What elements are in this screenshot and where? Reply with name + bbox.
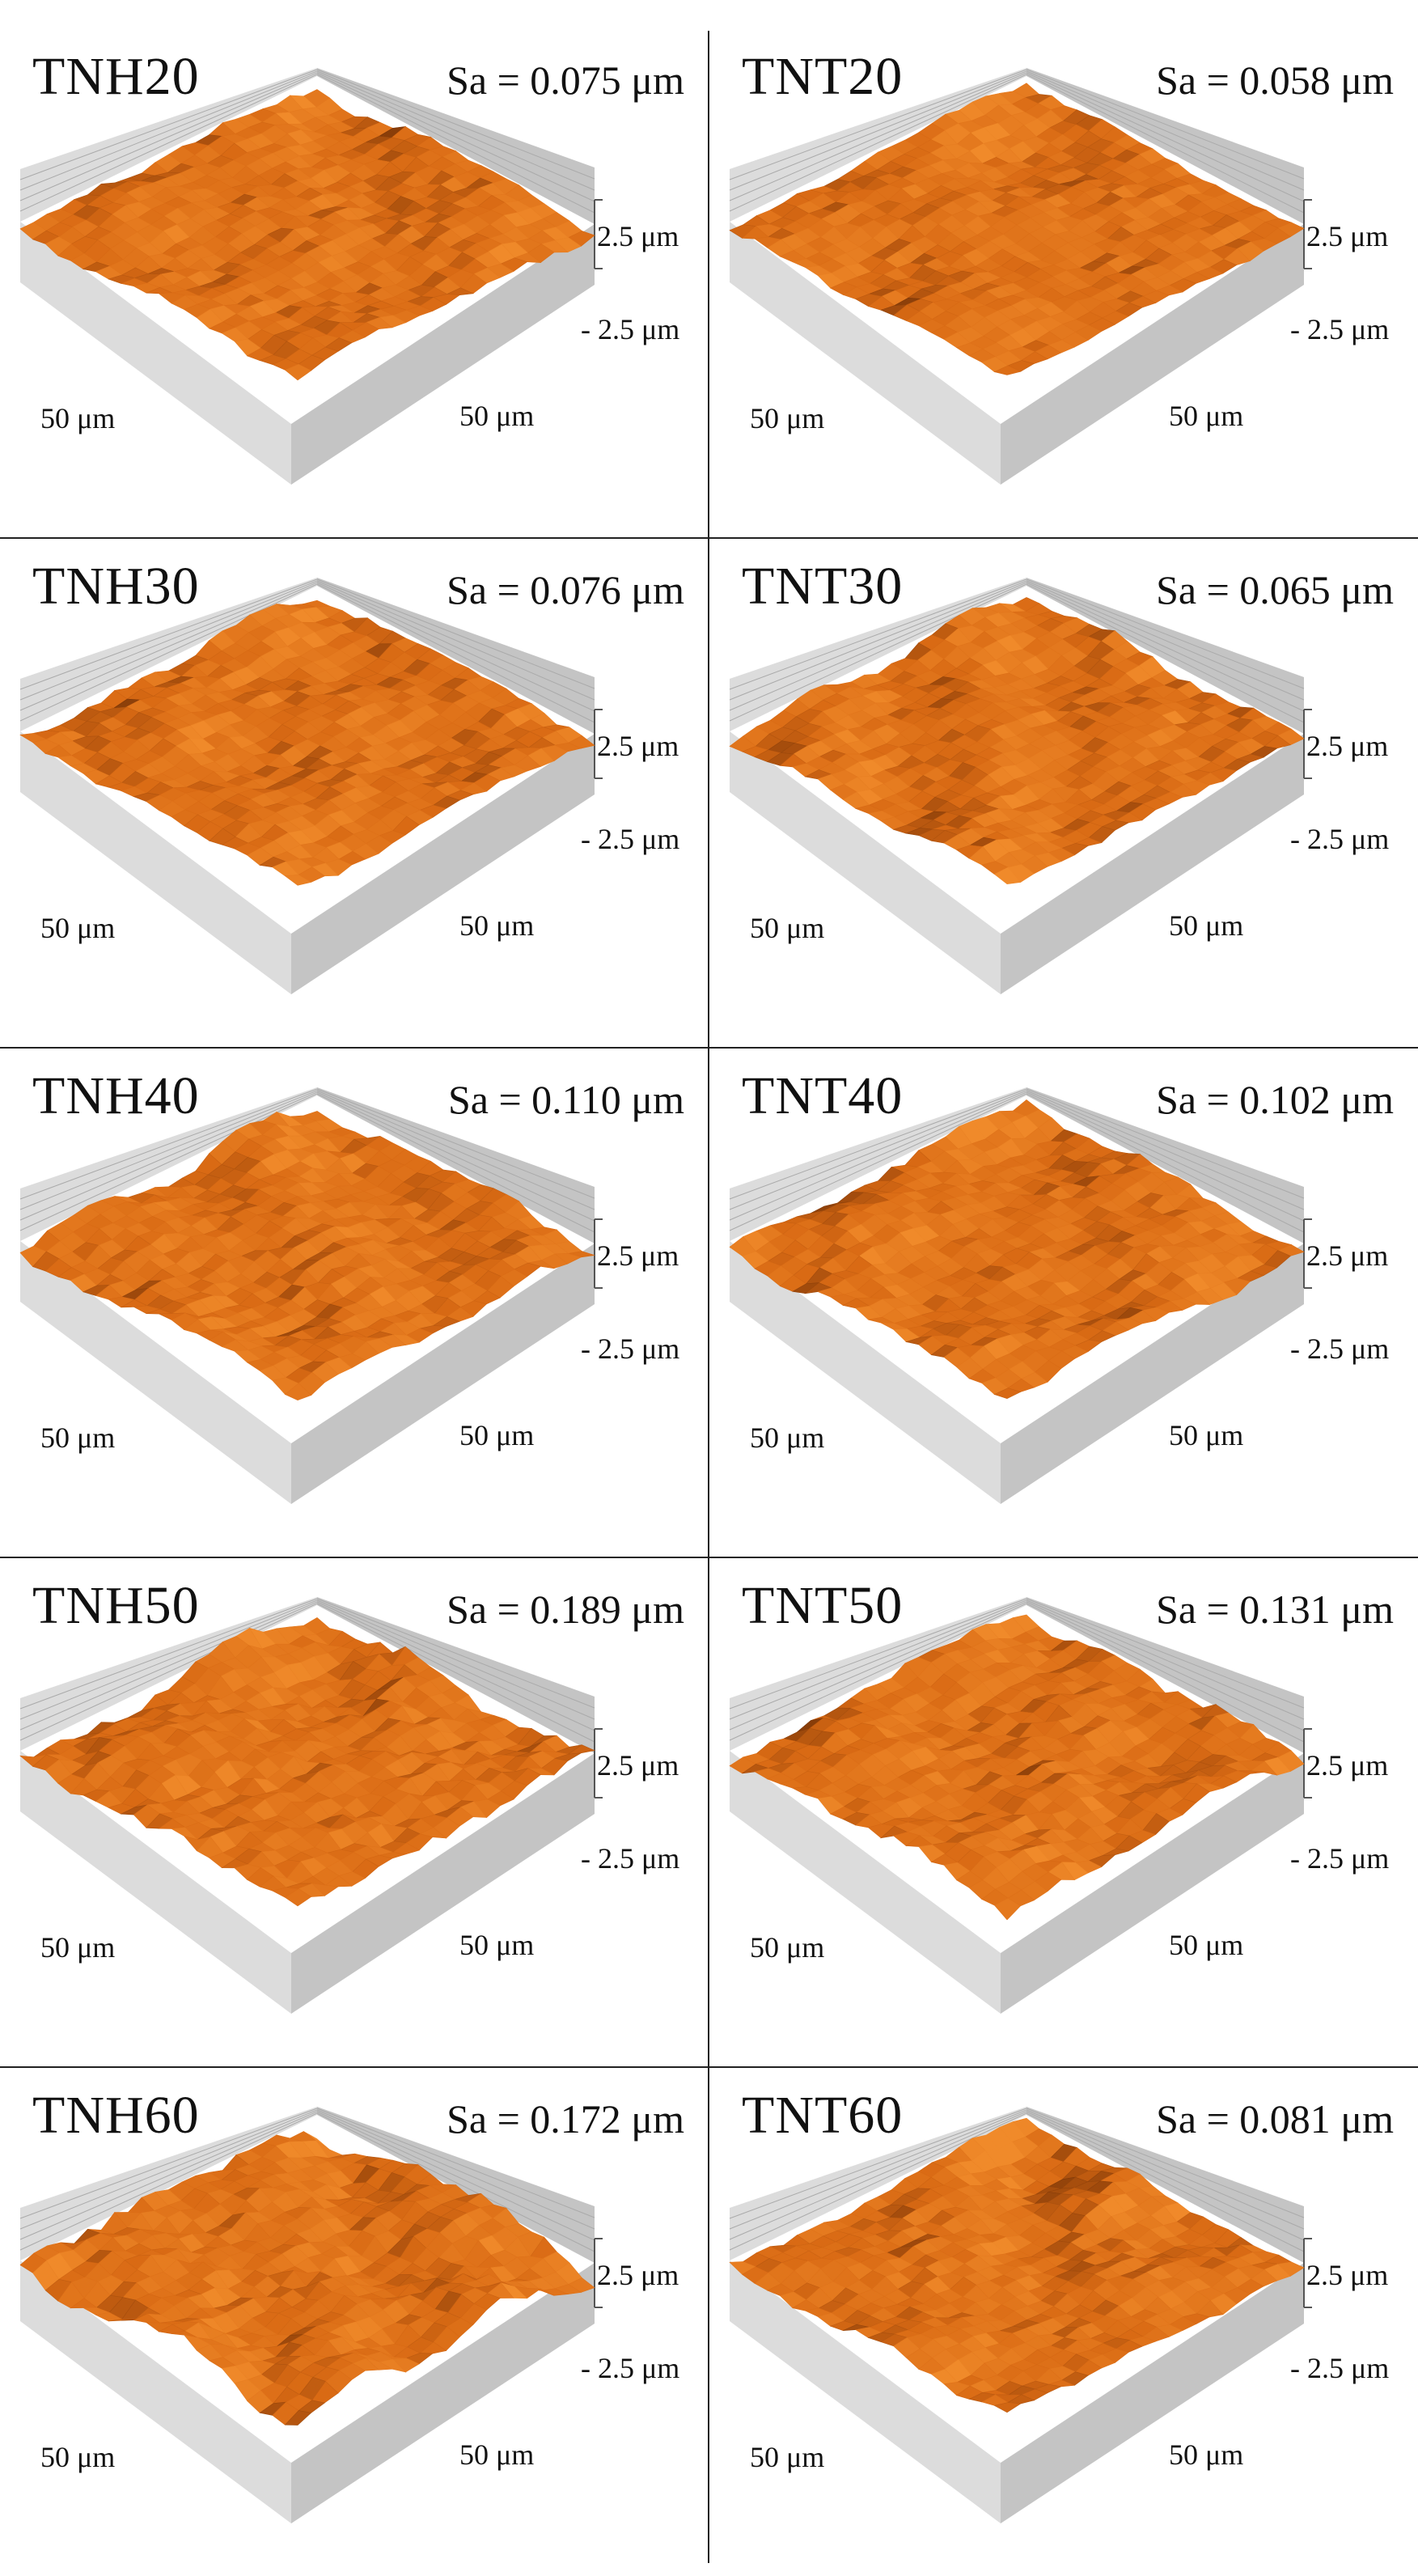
z-axis-bottom-label: - 2.5 μm (581, 2354, 679, 2383)
z-axis-bottom-label: - 2.5 μm (581, 1844, 679, 1873)
y-axis-label: 50 μm (1169, 401, 1243, 430)
z-axis-bottom-label: - 2.5 μm (1290, 824, 1389, 854)
y-axis-label: 50 μm (459, 911, 534, 940)
z-axis-top-label: 2.5 μm (1306, 1241, 1388, 1270)
panel-title: TNH20 (32, 50, 200, 104)
panel-title: TNT40 (742, 1070, 903, 1123)
x-axis-label: 50 μm (40, 1423, 115, 1452)
sa-value: Sa = 0.102 μm (1156, 1079, 1394, 1120)
z-axis-bottom-label: - 2.5 μm (1290, 1334, 1389, 1363)
x-axis-label: 50 μm (40, 404, 115, 433)
y-axis-label: 50 μm (1169, 1421, 1243, 1450)
sa-value: Sa = 0.189 μm (447, 1589, 684, 1629)
z-axis-top-label: 2.5 μm (597, 731, 679, 761)
z-axis-bottom-label: - 2.5 μm (1290, 315, 1389, 344)
panel-title: TNT20 (742, 50, 903, 104)
panel-title: TNT50 (742, 1579, 903, 1633)
surface-panel: TNH50 Sa = 0.189 μm 2.5 μm - 2.5 μm 50 μm 50 … (0, 1557, 709, 2066)
panel-title: TNT30 (742, 560, 903, 613)
z-axis-top-label: 2.5 μm (1306, 731, 1388, 761)
surface-panel: TNH40 Sa = 0.110 μm 2.5 μm - 2.5 μm 50 μm 50 … (0, 1047, 709, 1557)
panel-title: TNH40 (32, 1070, 200, 1123)
z-axis-top-label: 2.5 μm (597, 1241, 679, 1270)
panel-title: TNH30 (32, 560, 200, 613)
surface-panel: TNH20 Sa = 0.075 μm 2.5 μm - 2.5 μm 50 μm 50 … (0, 28, 709, 537)
x-axis-label: 50 μm (750, 404, 824, 433)
z-axis-top-label: 2.5 μm (597, 1751, 679, 1780)
sa-value: Sa = 0.058 μm (1156, 60, 1394, 100)
z-axis-top-label: 2.5 μm (597, 2260, 679, 2290)
x-axis-label: 50 μm (750, 1423, 824, 1452)
sa-value: Sa = 0.110 μm (448, 1079, 684, 1120)
z-axis-top-label: 2.5 μm (1306, 222, 1388, 251)
y-axis-label: 50 μm (459, 2440, 534, 2469)
panel-title: TNH50 (32, 1579, 200, 1633)
y-axis-label: 50 μm (459, 1930, 534, 1960)
z-axis-bottom-label: - 2.5 μm (581, 824, 679, 854)
surface-panel: TNT30 Sa = 0.065 μm 2.5 μm - 2.5 μm 50 μm 50 … (709, 537, 1418, 1047)
sa-value: Sa = 0.076 μm (447, 570, 684, 610)
z-axis-top-label: 2.5 μm (597, 222, 679, 251)
sa-value: Sa = 0.131 μm (1156, 1589, 1394, 1629)
surface-panel: TNH60 Sa = 0.172 μm 2.5 μm - 2.5 μm 50 μm 50 … (0, 2066, 709, 2576)
sa-value: Sa = 0.065 μm (1156, 570, 1394, 610)
surface-panel: TNH30 Sa = 0.076 μm 2.5 μm - 2.5 μm 50 μm 50 … (0, 537, 709, 1047)
z-axis-bottom-label: - 2.5 μm (581, 315, 679, 344)
surface-panel: TNT50 Sa = 0.131 μm 2.5 μm - 2.5 μm 50 μm 50 … (709, 1557, 1418, 2066)
surface-panel: TNT20 Sa = 0.058 μm 2.5 μm - 2.5 μm 50 μm 50 … (709, 28, 1418, 537)
y-axis-label: 50 μm (459, 401, 534, 430)
x-axis-label: 50 μm (40, 913, 115, 943)
x-axis-label: 50 μm (750, 913, 824, 943)
x-axis-label: 50 μm (40, 1933, 115, 1962)
sa-value: Sa = 0.075 μm (447, 60, 684, 100)
z-axis-top-label: 2.5 μm (1306, 1751, 1388, 1780)
surface-panel: TNT40 Sa = 0.102 μm 2.5 μm - 2.5 μm 50 μm 50 … (709, 1047, 1418, 1557)
x-axis-label: 50 μm (750, 1933, 824, 1962)
y-axis-label: 50 μm (1169, 1930, 1243, 1960)
z-axis-bottom-label: - 2.5 μm (1290, 1844, 1389, 1873)
z-axis-bottom-label: - 2.5 μm (581, 1334, 679, 1363)
panel-title: TNH60 (32, 2089, 200, 2142)
x-axis-label: 50 μm (40, 2443, 115, 2472)
sa-value: Sa = 0.172 μm (447, 2099, 684, 2139)
y-axis-label: 50 μm (1169, 911, 1243, 940)
y-axis-label: 50 μm (459, 1421, 534, 1450)
